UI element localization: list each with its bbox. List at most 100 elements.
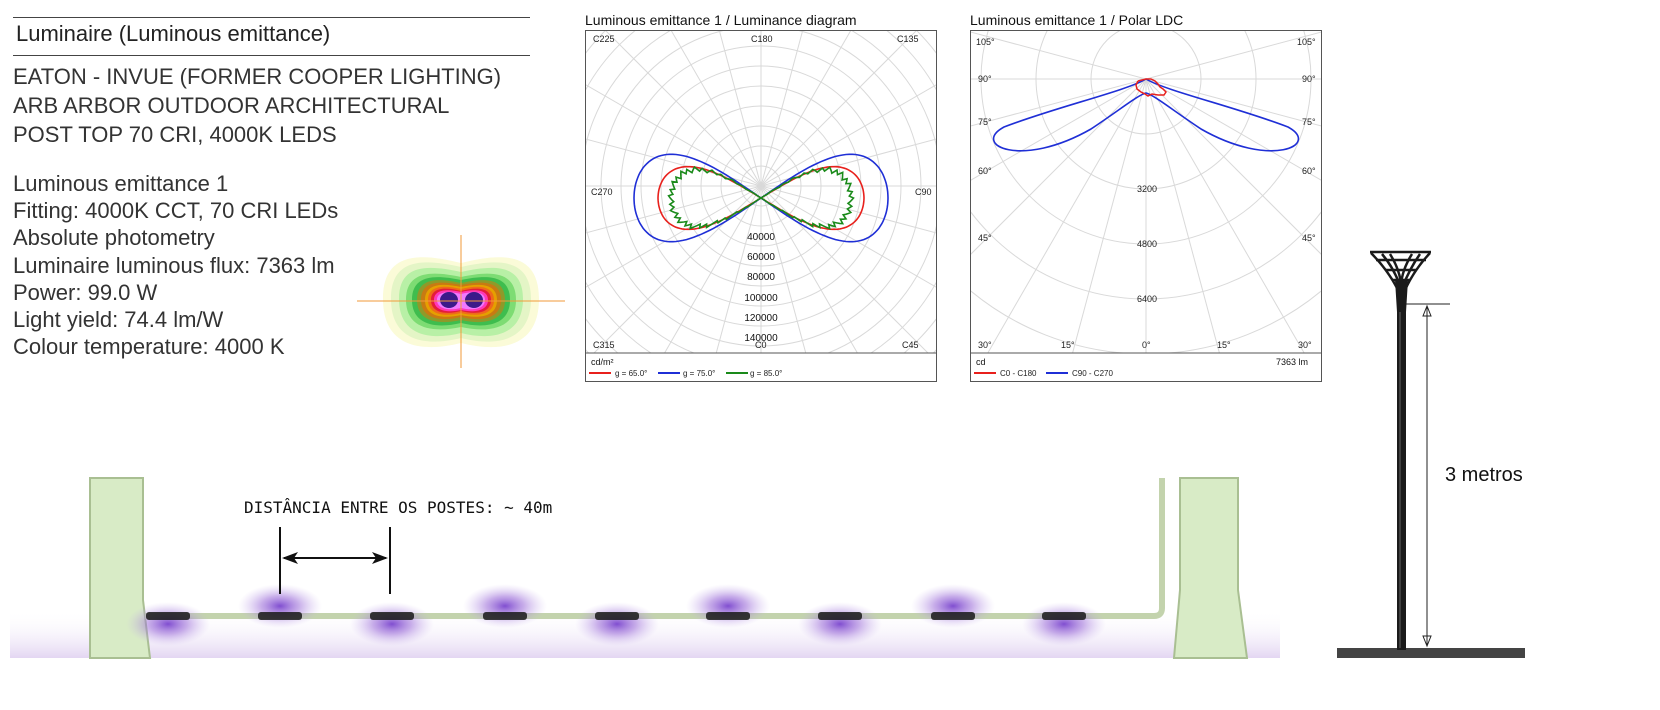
grid-spoke (605, 31, 762, 187)
grid-spoke (586, 185, 762, 234)
angle-label: 30° (978, 340, 992, 350)
legend-label: g = 75.0° (683, 369, 716, 378)
angle-label: 105° (976, 37, 995, 47)
legend-label: g = 85.0° (750, 369, 783, 378)
grid-spoke (760, 185, 936, 234)
grid-spoke (760, 31, 917, 187)
plane-label: C180 (751, 34, 773, 44)
angle-label: 75° (1302, 117, 1316, 127)
angle-label: 15° (1061, 340, 1075, 350)
flux-label: 7363 lm (1276, 357, 1309, 367)
legend-label: C0 - C180 (1000, 369, 1037, 378)
unit-label: cd (976, 357, 986, 367)
ldc-chart-frame: 105° 90° 75° 60° 45° 105° 90° 75° 60° 45… (970, 30, 1322, 382)
page-title: Luminaire (Luminous emittance) (16, 21, 331, 46)
light-fixture (146, 612, 190, 620)
luminance-chart-title: Luminous emittance 1 / Luminance diagram (585, 12, 857, 28)
grid-spoke (760, 185, 807, 353)
legend-swatch-red (974, 372, 996, 374)
angle-label: 90° (978, 74, 992, 84)
angle-label: 0° (1142, 340, 1151, 350)
angle-label: 45° (978, 233, 992, 243)
angle-label: 105° (1297, 37, 1316, 47)
spec-line: Power: 99.0 W (13, 279, 158, 305)
curve-g = 85.0° (667, 165, 855, 231)
light-fixture (483, 612, 527, 620)
legend-label: g = 65.0° (615, 369, 648, 378)
angle-label: 90° (1302, 74, 1316, 84)
plane-label: C315 (593, 340, 615, 350)
light-fixture (595, 612, 639, 620)
radial-tick-label: 60000 (747, 252, 775, 264)
product-description: EATON - INVUE (FORMER COOPER LIGHTING) A… (13, 62, 501, 149)
grid-spoke (971, 78, 1147, 127)
grid-spoke (987, 78, 1147, 353)
light-fixture (1042, 612, 1086, 620)
angle-label: 30° (1298, 340, 1312, 350)
light-fixture (931, 612, 975, 620)
grid-spoke (1145, 78, 1220, 353)
contour-core (440, 292, 458, 308)
radial-tick-label: 100000 (744, 292, 778, 304)
distance-label: DISTÂNCIA ENTRE OS POSTES: ~ 40m (244, 498, 553, 517)
road-line (145, 478, 1165, 619)
angle-label: 45° (1302, 233, 1316, 243)
grid-spoke (1072, 78, 1147, 353)
pole-height-label: 3 metros (1445, 464, 1523, 486)
plane-label: C225 (593, 34, 615, 44)
polar-ldc-diagram (971, 31, 1321, 354)
angle-label: 60° (978, 166, 992, 176)
light-glow (911, 584, 995, 628)
legend-swatch-red (589, 372, 611, 374)
spec-line: Colour temperature: 4000 K (13, 334, 285, 360)
radial-tick-label: 4800 (1137, 239, 1158, 249)
grid-spoke (586, 185, 762, 288)
plane-label: C90 (915, 187, 932, 197)
spec-list: Luminous emittance 1 Fitting: 4000K CCT,… (13, 170, 338, 360)
ldc-chart-title: Luminous emittance 1 / Polar LDC (970, 12, 1184, 28)
radial-tick-label: 40000 (747, 232, 775, 243)
curve-c0-c180 (1135, 78, 1167, 97)
grid-spoke (1145, 78, 1321, 181)
plane-label: C0 (755, 340, 767, 350)
grid-spoke (586, 84, 762, 187)
plane-label: C270 (591, 187, 613, 197)
header-top-rule (13, 17, 530, 18)
legend-label: C90 - C270 (1072, 369, 1113, 378)
product-line: POST TOP 70 CRI, 4000K LEDS (13, 122, 337, 147)
light-glow (798, 602, 882, 646)
spec-line: Luminaire luminous flux: 7363 lm (13, 252, 335, 278)
radial-tick-label: 80000 (747, 272, 775, 284)
legend-swatch-green (726, 372, 748, 374)
grid-spoke (760, 138, 936, 187)
radial-tick-label: 3200 (1137, 184, 1158, 194)
grid-spoke (971, 78, 1147, 255)
angle-label: 60° (1302, 166, 1316, 176)
radial-tick-label: 6400 (1137, 294, 1158, 304)
light-fixture (818, 612, 862, 620)
light-fixture (258, 612, 302, 620)
legend-swatch-blue (658, 372, 680, 374)
contour-core (465, 292, 483, 308)
grid-spoke (664, 185, 762, 353)
product-line: EATON - INVUE (FORMER COOPER LIGHTING) (13, 64, 502, 89)
pole-base (1337, 648, 1525, 658)
light-fixture (706, 612, 750, 620)
angle-label: 75° (978, 117, 992, 127)
radial-tick-label: 120000 (744, 312, 778, 324)
curve-c90-c270 (992, 78, 1300, 152)
luminance-diagram (586, 31, 936, 354)
grid-spoke (1145, 78, 1305, 353)
distance-arrow (279, 527, 391, 594)
light-fixture (370, 612, 414, 620)
grid-spoke (1145, 31, 1321, 80)
building-column-right (1172, 477, 1249, 659)
pole-shaft (1397, 288, 1406, 650)
angle-label: 15° (1217, 340, 1231, 350)
grid-spoke (971, 78, 1147, 181)
light-glow (463, 584, 547, 628)
spec-line: Luminous emittance 1 (13, 171, 229, 196)
light-glow (575, 602, 659, 646)
light-glow (686, 584, 770, 628)
radial-tick-label: 140000 (744, 333, 778, 345)
